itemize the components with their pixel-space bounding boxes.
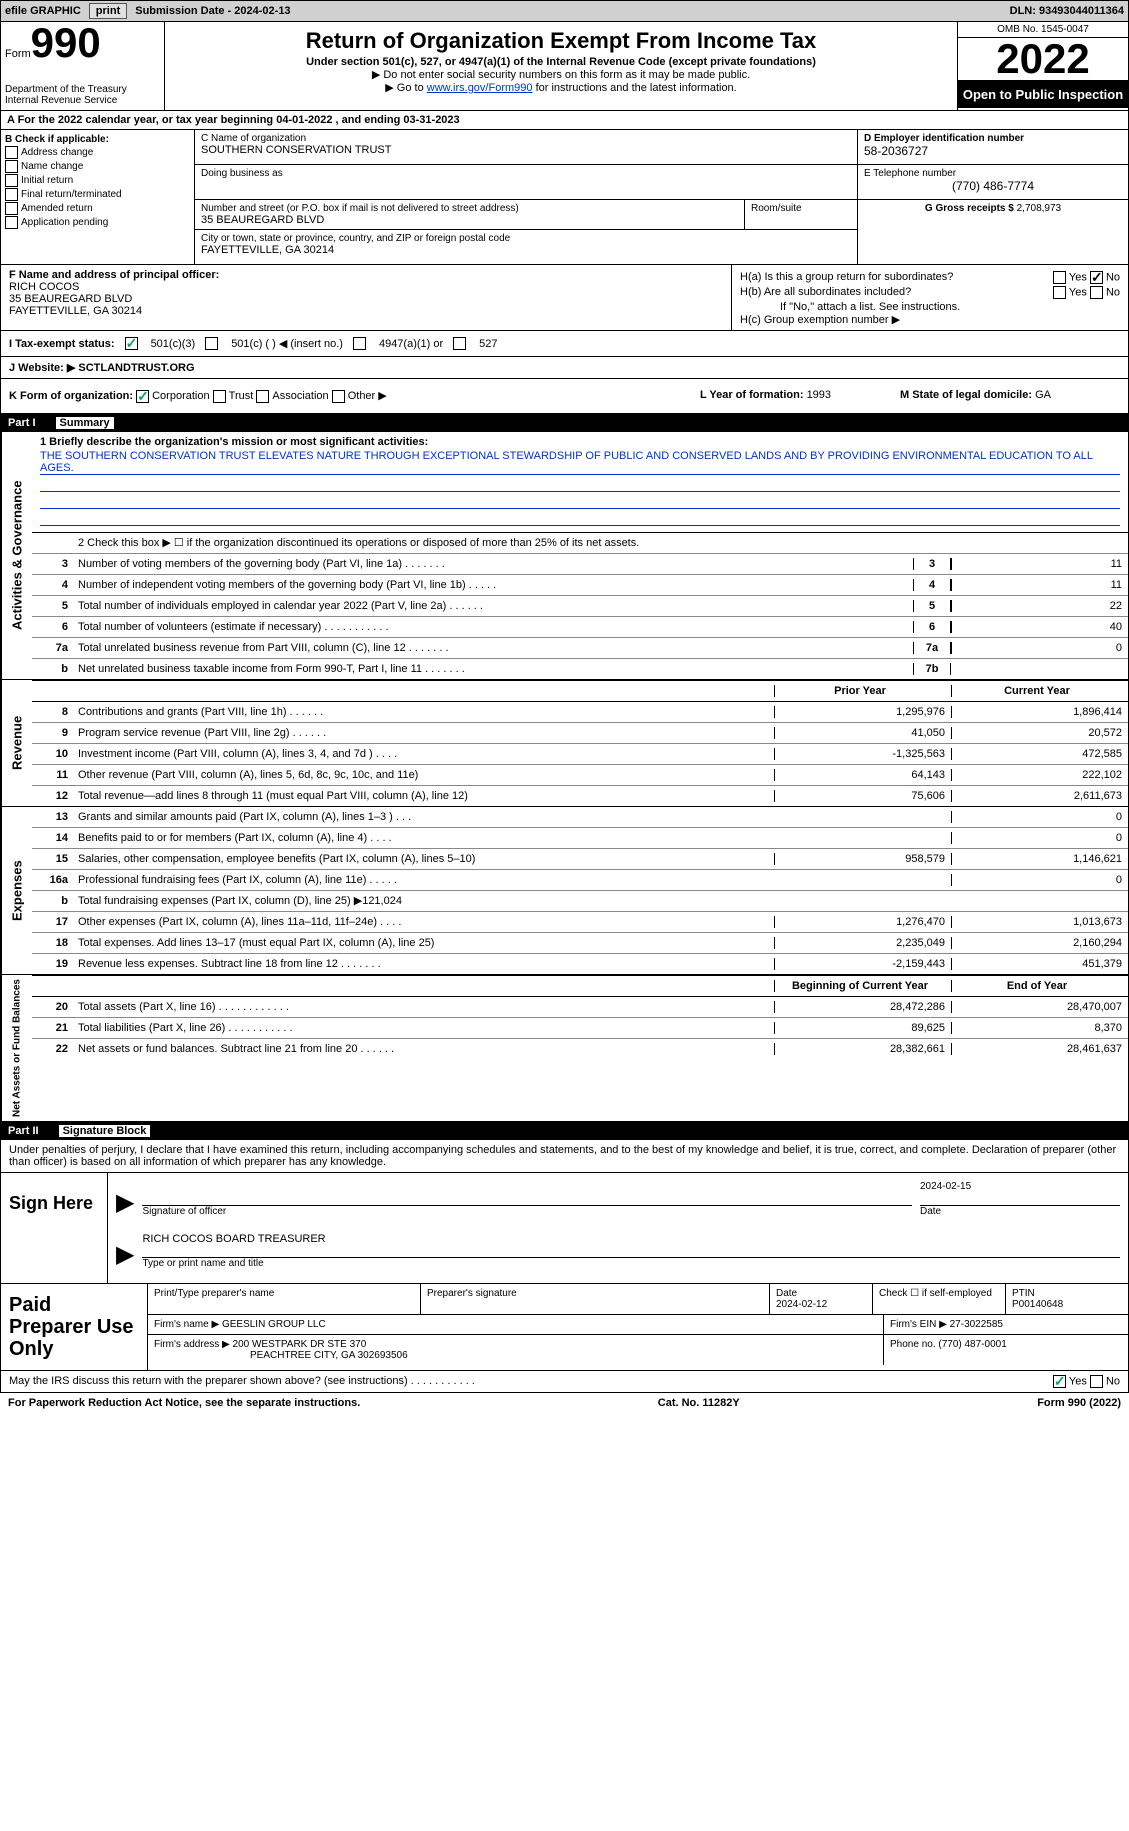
efile-label: efile GRAPHIC [5, 5, 81, 17]
irs-link[interactable]: www.irs.gov/Form990 [427, 82, 533, 94]
table-row: 15Salaries, other compensation, employee… [32, 849, 1128, 870]
table-row: 10Investment income (Part VIII, column (… [32, 744, 1128, 765]
netassets-section: Net Assets or Fund Balances Beginning of… [0, 975, 1129, 1122]
part2-header: Part II Signature Block [0, 1122, 1129, 1140]
section-fh: F Name and address of principal officer:… [0, 265, 1129, 331]
table-row: 14Benefits paid to or for members (Part … [32, 828, 1128, 849]
sign-here-block: Sign Here ▶ Signature of officer 2024-02… [0, 1173, 1129, 1284]
box-b: B Check if applicable: Address change Na… [1, 130, 195, 264]
table-row: bNet unrelated business taxable income f… [32, 659, 1128, 679]
year-cell: OMB No. 1545-0047 2022 Open to Public In… [957, 22, 1128, 110]
arrow-icon: ▶ [116, 1240, 134, 1269]
box-klm: K Form of organization: Corporation Trus… [0, 379, 1129, 414]
table-row: 3Number of voting members of the governi… [32, 554, 1128, 575]
table-row: 17Other expenses (Part IX, column (A), l… [32, 912, 1128, 933]
box-i: I Tax-exempt status: 501(c)(3) 501(c) ( … [0, 331, 1129, 357]
period-row: A For the 2022 calendar year, or tax yea… [0, 111, 1129, 130]
expenses-section: Expenses 13Grants and similar amounts pa… [0, 807, 1129, 975]
table-row: 8Contributions and grants (Part VIII, li… [32, 702, 1128, 723]
table-row: 20Total assets (Part X, line 16) . . . .… [32, 997, 1128, 1018]
paid-preparer-block: Paid Preparer Use Only Print/Type prepar… [0, 1284, 1129, 1371]
table-row: 16aProfessional fundraising fees (Part I… [32, 870, 1128, 891]
table-row: 18Total expenses. Add lines 13–17 (must … [32, 933, 1128, 954]
table-row: 21Total liabilities (Part X, line 26) . … [32, 1018, 1128, 1039]
submission-label: Submission Date - 2024-02-13 [135, 5, 290, 17]
box-j: J Website: ▶ SCTLANDTRUST.ORG [0, 357, 1129, 379]
title-cell: Return of Organization Exempt From Incom… [165, 22, 957, 110]
table-row: 13Grants and similar amounts paid (Part … [32, 807, 1128, 828]
part1-header: Part I Summary [0, 414, 1129, 432]
declaration: Under penalties of perjury, I declare th… [0, 1140, 1129, 1173]
section-bcd: B Check if applicable: Address change Na… [0, 130, 1129, 265]
box-d: D Employer identification number 58-2036… [858, 130, 1128, 264]
table-row: 12Total revenue—add lines 8 through 11 (… [32, 786, 1128, 806]
form-id-cell: Form990 Department of the Treasury Inter… [1, 22, 165, 110]
footer: For Paperwork Reduction Act Notice, see … [0, 1393, 1129, 1413]
table-row: 5Total number of individuals employed in… [32, 596, 1128, 617]
box-h: H(a) Is this a group return for subordin… [732, 265, 1128, 330]
table-row: bTotal fundraising expenses (Part IX, co… [32, 891, 1128, 912]
table-row: 22Net assets or fund balances. Subtract … [32, 1039, 1128, 1059]
discuss-row: May the IRS discuss this return with the… [0, 1371, 1129, 1393]
table-row: 6Total number of volunteers (estimate if… [32, 617, 1128, 638]
dln: DLN: 93493044011364 [1010, 5, 1124, 17]
revenue-section: Revenue Prior YearCurrent Year 8Contribu… [0, 680, 1129, 807]
top-bar: efile GRAPHIC print Submission Date - 20… [0, 0, 1129, 22]
table-row: 9Program service revenue (Part VIII, lin… [32, 723, 1128, 744]
box-c: C Name of organization SOUTHERN CONSERVA… [195, 130, 858, 264]
box-f: F Name and address of principal officer:… [1, 265, 732, 330]
activities-governance: Activities & Governance 1 Briefly descri… [0, 432, 1129, 680]
table-row: 4Number of independent voting members of… [32, 575, 1128, 596]
table-row: 7aTotal unrelated business revenue from … [32, 638, 1128, 659]
print-button[interactable]: print [89, 3, 127, 19]
form-header: Form990 Department of the Treasury Inter… [0, 22, 1129, 111]
table-row: 11Other revenue (Part VIII, column (A), … [32, 765, 1128, 786]
form-title: Return of Organization Exempt From Incom… [169, 28, 953, 54]
arrow-icon: ▶ [116, 1188, 134, 1217]
table-row: 19Revenue less expenses. Subtract line 1… [32, 954, 1128, 974]
